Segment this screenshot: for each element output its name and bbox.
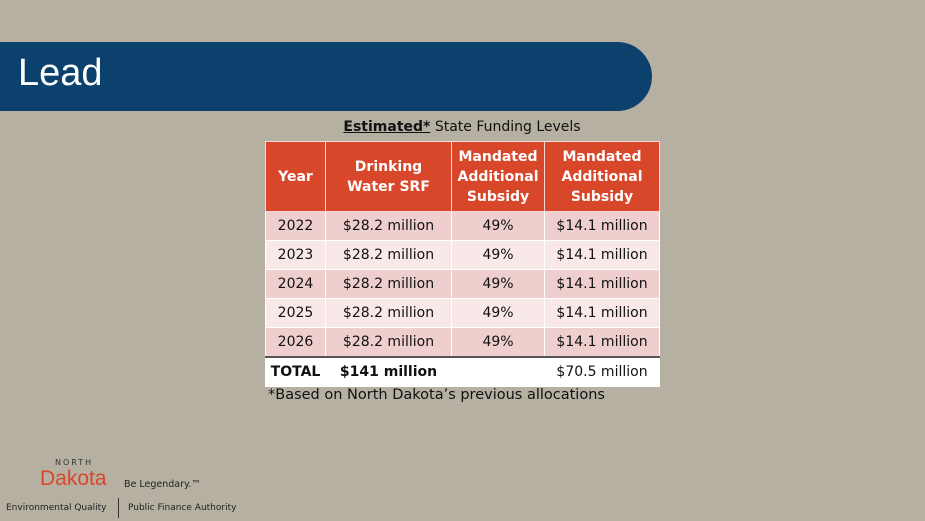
logo-north: NORTH <box>55 458 94 467</box>
logo-tagline: Be Legendary.™ <box>124 479 201 490</box>
table-row: 2026 $28.2 million 49% $14.1 million <box>265 327 660 358</box>
title-banner <box>0 42 652 111</box>
total-row: TOTAL $141 million $70.5 million <box>265 356 660 387</box>
table-cell: $28.2 million <box>325 269 452 299</box>
table-cell: $28.2 million <box>325 298 452 328</box>
caption-text: State Funding Levels <box>434 119 581 135</box>
table-cell: 49% <box>451 240 545 270</box>
agency: Public Finance Authority <box>128 503 237 513</box>
table-cell: 49% <box>451 327 545 358</box>
table-cell: 2026 <box>265 327 326 358</box>
table-cell: 2022 <box>265 211 326 241</box>
logo-dakota: Dakota <box>40 467 107 490</box>
total-cell: $70.5 million <box>544 356 660 387</box>
funding-table: Year Drinking Water SRF Mandated Additiona… <box>265 141 660 387</box>
table-cell: 49% <box>451 269 545 299</box>
footnote: *Based on North Dakota’s previous alloca… <box>268 387 605 403</box>
table-cell: $28.2 million <box>325 327 452 358</box>
header-row: Year Drinking Water SRF Mandated Additiona… <box>265 141 660 212</box>
table-cell: $28.2 million <box>325 240 452 270</box>
logo-separator <box>118 498 119 518</box>
table-row: 2022 $28.2 million 49% $14.1 million <box>265 211 660 241</box>
header-cell: Drinking Water SRF <box>325 141 452 212</box>
table-cell: $14.1 million <box>544 298 660 328</box>
table-caption: Estimated* State Funding Levels <box>265 119 659 135</box>
header-cell: Mandated Additional Subsidy <box>451 141 545 212</box>
table-cell: 2023 <box>265 240 326 270</box>
total-label: TOTAL <box>265 356 326 387</box>
table-row: 2024 $28.2 million 49% $14.1 million <box>265 269 660 299</box>
table-row: 2023 $28.2 million 49% $14.1 million <box>265 240 660 270</box>
caption-emphasis: Estimated* <box>343 119 431 135</box>
table-cell: $14.1 million <box>544 240 660 270</box>
table-cell: $28.2 million <box>325 211 452 241</box>
table-cell: 49% <box>451 211 545 241</box>
slide-title: Lead <box>18 52 103 94</box>
table-cell: $14.1 million <box>544 269 660 299</box>
header-cell: Mandated Additional Subsidy <box>544 141 660 212</box>
table-row: 2025 $28.2 million 49% $14.1 million <box>265 298 660 328</box>
empty-cell <box>451 356 545 387</box>
header-cell: Year <box>265 141 326 212</box>
agency: Environmental Quality <box>6 503 107 513</box>
table-cell: 2024 <box>265 269 326 299</box>
table-cell: 2025 <box>265 298 326 328</box>
table-cell: 49% <box>451 298 545 328</box>
total-cell: $141 million <box>325 356 452 387</box>
table-cell: $14.1 million <box>544 211 660 241</box>
table-cell: $14.1 million <box>544 327 660 358</box>
